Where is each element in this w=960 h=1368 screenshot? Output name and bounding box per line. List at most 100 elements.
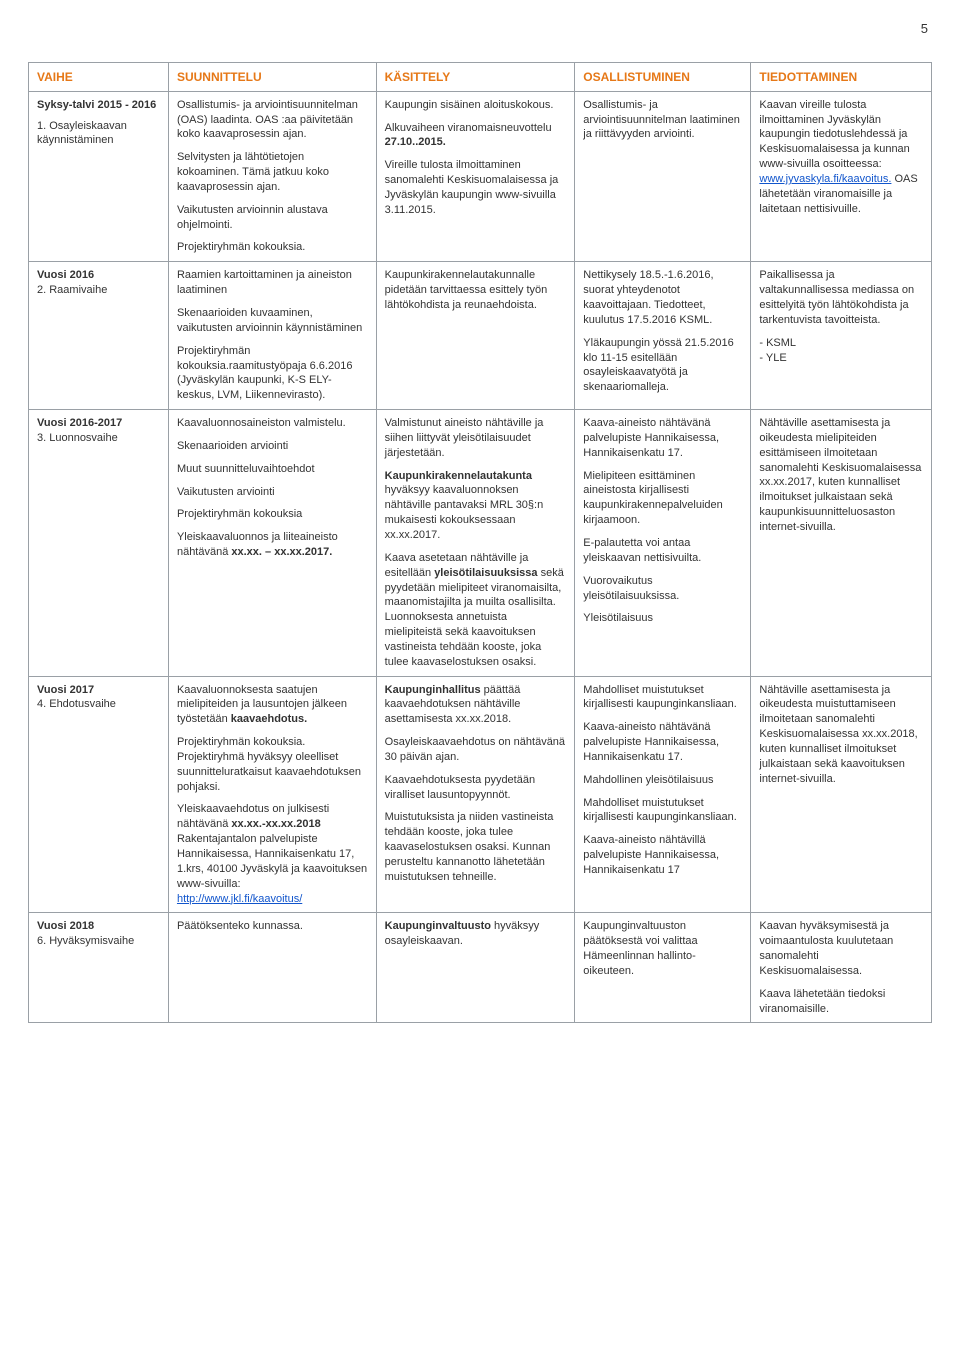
cell-text: Osayleiskaavaehdotus on nähtävänä 30 päi… bbox=[385, 735, 567, 765]
suunnittelu-cell: Päätöksenteko kunnassa. bbox=[168, 913, 376, 1023]
suunnittelu-cell: Kaavaluonnoksesta saatujen mielipiteiden… bbox=[168, 676, 376, 913]
osallistuminen-cell: Osallistumis- ja arviointisuunnitelman l… bbox=[575, 91, 751, 262]
osallistuminen-cell: Mahdolliset muistutukset kirjallisesti k… bbox=[575, 676, 751, 913]
cell-text: Paikallisessa ja valtakunnallisessa medi… bbox=[759, 268, 923, 327]
cell-text: Valmistunut aineisto nähtäville ja siihe… bbox=[385, 416, 567, 461]
tiedottaminen-cell: Nähtäville asettamisesta ja oikeudesta m… bbox=[751, 676, 932, 913]
phase-cell: Vuosi 2018 6. Hyväksymisvaihe bbox=[29, 913, 169, 1023]
phase-cell: Vuosi 2017 4. Ehdotusvaihe bbox=[29, 676, 169, 913]
tiedottaminen-cell: Kaavan vireille tulosta ilmoittaminen Jy… bbox=[751, 91, 932, 262]
kasittely-cell: Valmistunut aineisto nähtäville ja siihe… bbox=[376, 410, 575, 677]
cell-text: Kaupunkirakennelautakunta hyväksyy kaava… bbox=[385, 469, 567, 543]
cell-text: Yläkaupungin yössä 21.5.2016 klo 11-15 e… bbox=[583, 336, 742, 395]
phase-sub: 6. Hyväksymisvaihe bbox=[37, 934, 160, 949]
table-row: Vuosi 2016-2017 3. Luonnosvaihe Kaavaluo… bbox=[29, 410, 932, 677]
cell-text: Kaupunginhallitus päättää kaavaehdotukse… bbox=[385, 683, 567, 728]
phase-title: Vuosi 2016 bbox=[37, 268, 160, 283]
cell-text: Kaupunkirakennelautakunnalle pidetään ta… bbox=[385, 268, 567, 313]
kasittely-cell: Kaupunginhallitus päättää kaavaehdotukse… bbox=[376, 676, 575, 913]
cell-text: Vireille tulosta ilmoittaminen sanomaleh… bbox=[385, 158, 567, 217]
cell-text: - KSML bbox=[759, 336, 923, 351]
table-header-row: VAIHE SUUNNITTELU KÄSITTELY OSALLISTUMIN… bbox=[29, 62, 932, 91]
header-kasittely: KÄSITTELY bbox=[376, 62, 575, 91]
cell-text: Vaikutusten arviointi bbox=[177, 485, 368, 500]
tiedottaminen-cell: Nähtäville asettamisesta ja oikeudesta m… bbox=[751, 410, 932, 677]
table-row: Vuosi 2018 6. Hyväksymisvaihe Päätöksent… bbox=[29, 913, 932, 1023]
cell-text: Kaupungin sisäinen aloituskokous. bbox=[385, 98, 567, 113]
phase-sub: 2. Raamivaihe bbox=[37, 283, 160, 298]
cell-text: Päätöksenteko kunnassa. bbox=[177, 919, 368, 934]
phase-sub: 4. Ehdotusvaihe bbox=[37, 697, 160, 712]
cell-text: Selvitysten ja lähtötietojen kokoaminen.… bbox=[177, 150, 368, 195]
phase-title: Vuosi 2017 bbox=[37, 683, 160, 698]
phase-title: Vuosi 2018 bbox=[37, 919, 160, 934]
tiedottaminen-cell: Paikallisessa ja valtakunnallisessa medi… bbox=[751, 262, 932, 410]
phase-cell: Vuosi 2016 2. Raamivaihe bbox=[29, 262, 169, 410]
table-row: Vuosi 2016 2. Raamivaihe Raamien kartoit… bbox=[29, 262, 932, 410]
cell-text: Projektiryhmän kokouksia.raamitustyöpaja… bbox=[177, 344, 368, 403]
cell-text: Kaavan hyväksymisestä ja voimaantulosta … bbox=[759, 919, 923, 978]
suunnittelu-cell: Osallistumis- ja arviointisuunnitelman (… bbox=[168, 91, 376, 262]
header-osallistuminen: OSALLISTUMINEN bbox=[575, 62, 751, 91]
cell-text: Kaavaluonnosaineiston valmistelu. bbox=[177, 416, 368, 431]
cell-text: Mahdolliset muistutukset kirjallisesti k… bbox=[583, 683, 742, 713]
cell-text: Kaava asetetaan nähtäville ja esitellään… bbox=[385, 551, 567, 670]
cell-text: Kaupunginvaltuusto hyväksyy osayleiskaav… bbox=[385, 919, 567, 949]
cell-text: Kaava-aineisto nähtävänä palvelupiste Ha… bbox=[583, 416, 742, 461]
phase-cell: Syksy-talvi 2015 - 2016 1. Osayleiskaava… bbox=[29, 91, 169, 262]
cell-text: Raamien kartoittaminen ja aineiston laat… bbox=[177, 268, 368, 298]
osallistuminen-cell: Kaava-aineisto nähtävänä palvelupiste Ha… bbox=[575, 410, 751, 677]
cell-text: Muut suunnitteluvaihtoehdot bbox=[177, 462, 368, 477]
phase-sub: 3. Luonnosvaihe bbox=[37, 431, 160, 446]
phase-sub: 1. Osayleiskaavan käynnistäminen bbox=[37, 119, 160, 149]
cell-text: Nettikysely 18.5.-1.6.2016, suorat yhtey… bbox=[583, 268, 742, 327]
cell-text: E-palautetta voi antaa yleiskaavan netti… bbox=[583, 536, 742, 566]
cell-text: Muistutuksista ja niiden vastineista teh… bbox=[385, 810, 567, 884]
kasittely-cell: Kaupunginvaltuusto hyväksyy osayleiskaav… bbox=[376, 913, 575, 1023]
phase-title: Syksy-talvi 2015 - 2016 bbox=[37, 98, 160, 113]
cell-text: Kaavaehdotuksesta pyydetään viralliset l… bbox=[385, 773, 567, 803]
cell-text: Kaava lähetetään tiedoksi viranomaisille… bbox=[759, 987, 923, 1017]
cell-text: Kaavan vireille tulosta ilmoittaminen Jy… bbox=[759, 98, 923, 217]
cell-text: Kaavaluonnoksesta saatujen mielipiteiden… bbox=[177, 683, 368, 728]
phase-cell: Vuosi 2016-2017 3. Luonnosvaihe bbox=[29, 410, 169, 677]
cell-text: Kaava-aineisto nähtävillä palvelupiste H… bbox=[583, 833, 742, 878]
cell-text: Yleiskaavaluonnos ja liiteaineisto nähtä… bbox=[177, 530, 368, 560]
link-jkl[interactable]: http://www.jkl.fi/kaavoitus/ bbox=[177, 893, 302, 905]
cell-text: Nähtäville asettamisesta ja oikeudesta m… bbox=[759, 683, 923, 787]
table-row: Vuosi 2017 4. Ehdotusvaihe Kaavaluonnoks… bbox=[29, 676, 932, 913]
suunnittelu-cell: Raamien kartoittaminen ja aineiston laat… bbox=[168, 262, 376, 410]
osallistuminen-cell: Kaupunginvaltuuston päätöksestä voi vali… bbox=[575, 913, 751, 1023]
phase-title: Vuosi 2016-2017 bbox=[37, 416, 160, 431]
tiedottaminen-cell: Kaavan hyväksymisestä ja voimaantulosta … bbox=[751, 913, 932, 1023]
cell-text: Skenaarioiden arviointi bbox=[177, 439, 368, 454]
cell-text: Mielipiteen esittäminen aineistosta kirj… bbox=[583, 469, 742, 528]
header-suunnittelu: SUUNNITTELU bbox=[168, 62, 376, 91]
header-vaihe: VAIHE bbox=[29, 62, 169, 91]
cell-text: Alkuvaiheen viranomaisneuvottelu 27.10..… bbox=[385, 121, 567, 151]
cell-text: Kaupunginvaltuuston päätöksestä voi vali… bbox=[583, 919, 742, 978]
cell-text: Osallistumis- ja arviointisuunnitelman (… bbox=[177, 98, 368, 143]
cell-text: Yleiskaavaehdotus on julkisesti nähtävän… bbox=[177, 802, 368, 906]
cell-text: Vuorovaikutus yleisötilaisuuksissa. bbox=[583, 574, 742, 604]
cell-text: Mahdollinen yleisötilaisuus bbox=[583, 773, 742, 788]
cell-text: Projektiryhmän kokouksia. bbox=[177, 240, 368, 255]
cell-text: Skenaarioiden kuvaaminen, vaikutusten ar… bbox=[177, 306, 368, 336]
cell-text: Osallistumis- ja arviointisuunnitelman l… bbox=[583, 98, 742, 143]
cell-text: Kaava-aineisto nähtävänä palvelupiste Ha… bbox=[583, 720, 742, 765]
cell-text: - YLE bbox=[759, 351, 923, 366]
osallistuminen-cell: Nettikysely 18.5.-1.6.2016, suorat yhtey… bbox=[575, 262, 751, 410]
page-number: 5 bbox=[28, 20, 932, 38]
cell-text: Projektiryhmän kokouksia. Projektiryhmä … bbox=[177, 735, 368, 794]
table-row: Syksy-talvi 2015 - 2016 1. Osayleiskaava… bbox=[29, 91, 932, 262]
cell-text: Vaikutusten arvioinnin alustava ohjelmoi… bbox=[177, 203, 368, 233]
kasittely-cell: Kaupunkirakennelautakunnalle pidetään ta… bbox=[376, 262, 575, 410]
cell-text: Yleisötilaisuus bbox=[583, 611, 742, 626]
cell-text: Nähtäville asettamisesta ja oikeudesta m… bbox=[759, 416, 923, 535]
suunnittelu-cell: Kaavaluonnosaineiston valmistelu. Skenaa… bbox=[168, 410, 376, 677]
cell-text: Mahdolliset muistutukset kirjallisesti k… bbox=[583, 796, 742, 826]
link-jyvaskyla[interactable]: www.jyvaskyla.fi/kaavoitus. bbox=[759, 173, 891, 185]
cell-text: Projektiryhmän kokouksia bbox=[177, 507, 368, 522]
header-tiedottaminen: TIEDOTTAMINEN bbox=[751, 62, 932, 91]
schedule-table: VAIHE SUUNNITTELU KÄSITTELY OSALLISTUMIN… bbox=[28, 62, 932, 1024]
